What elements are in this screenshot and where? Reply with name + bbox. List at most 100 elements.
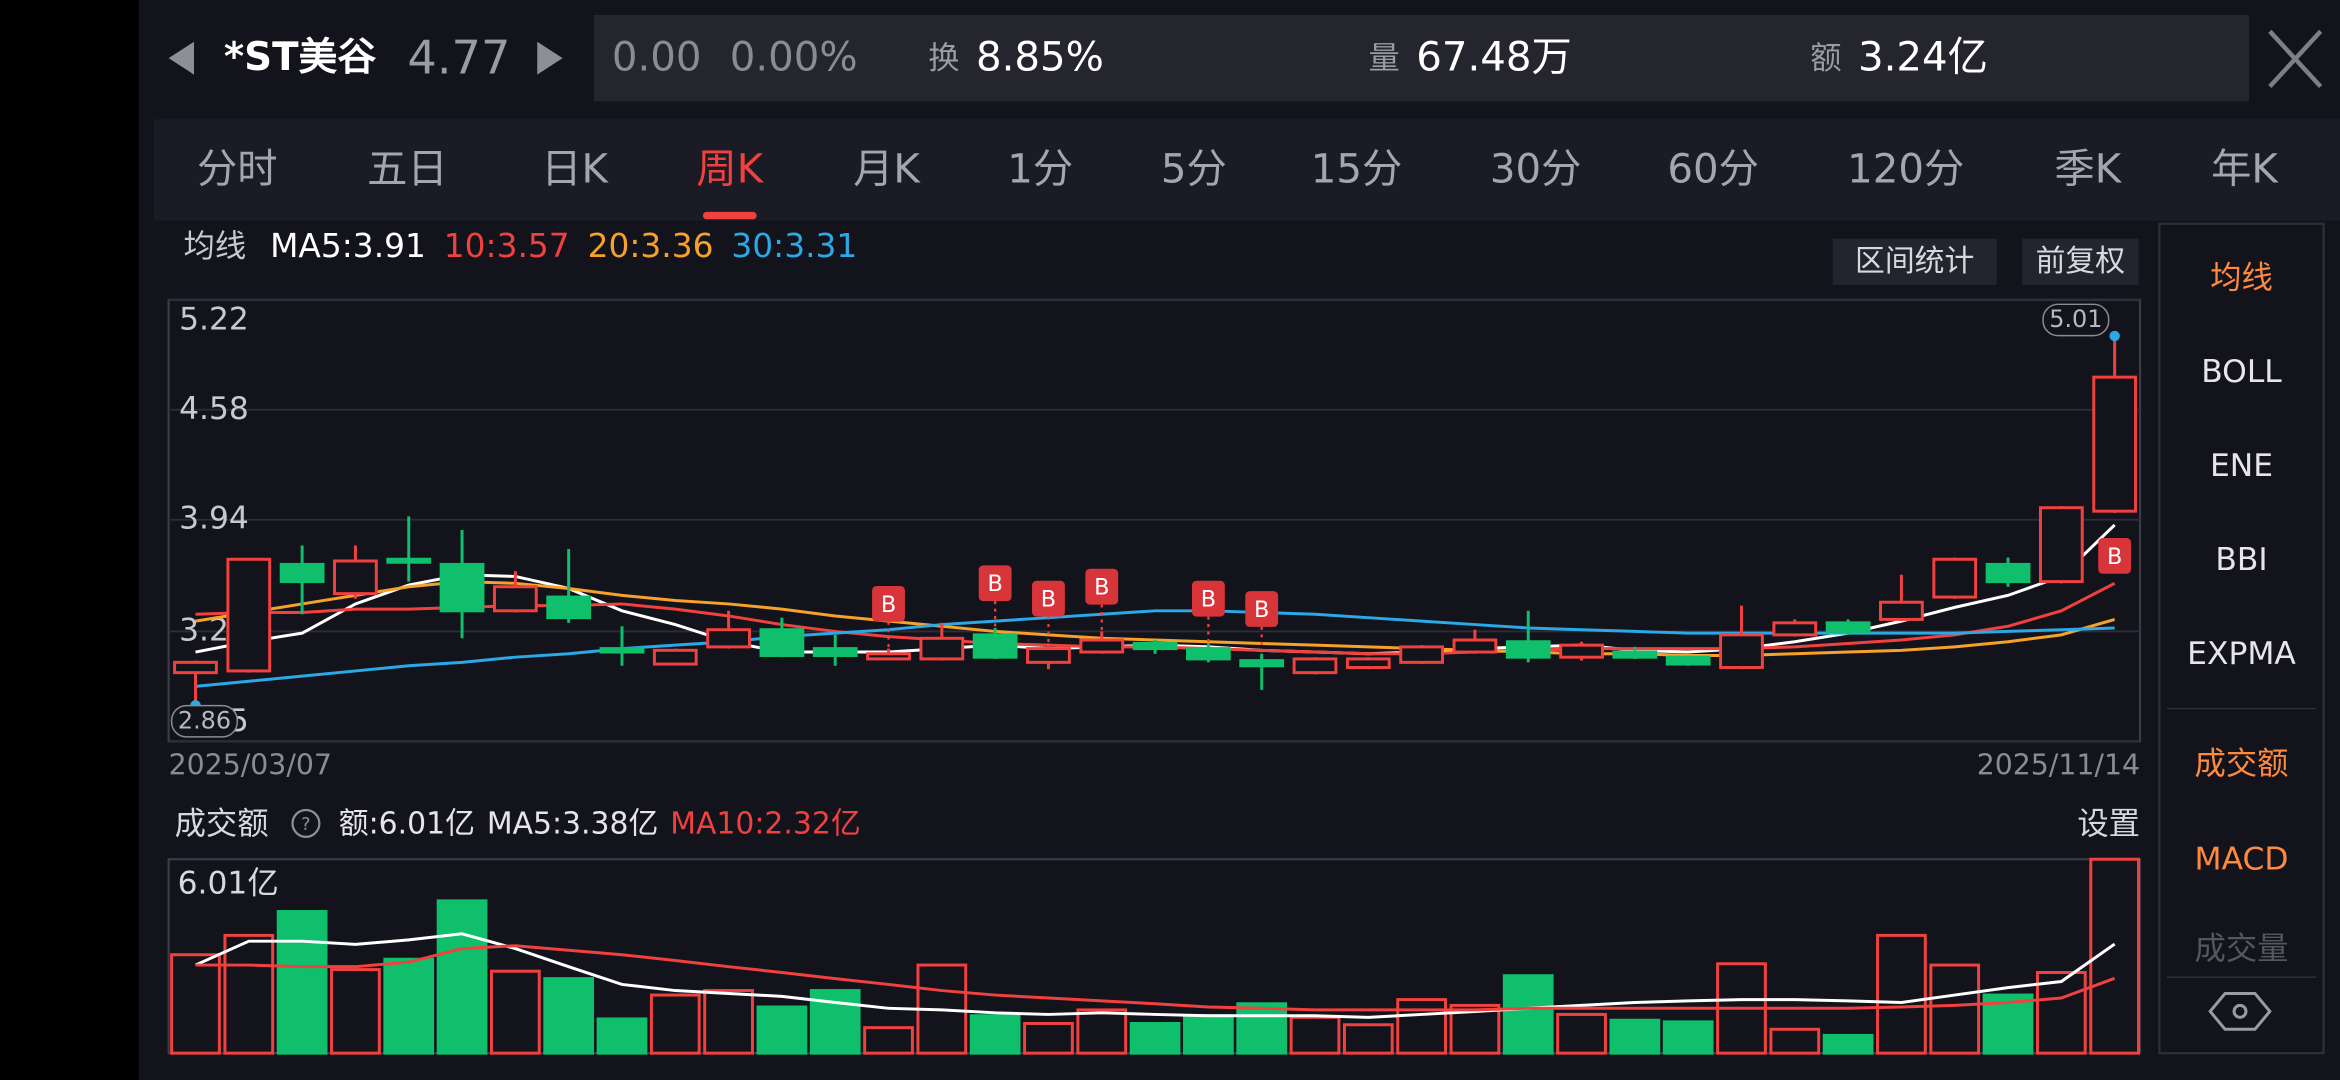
change: 0.00: [612, 35, 702, 81]
candle-body: [652, 648, 698, 666]
tab[interactable]: 1分: [1007, 147, 1073, 193]
tab[interactable]: 60分: [1667, 147, 1759, 193]
volume-bar: [543, 977, 595, 1055]
volume-bar: [1183, 1014, 1234, 1055]
volume-max-label: 6.01亿: [178, 866, 279, 902]
candle-body: [599, 647, 645, 654]
signal-label: B: [1094, 575, 1109, 601]
volume-bar: [1289, 1015, 1341, 1055]
volume-legend-item: MA10:2.32亿: [670, 806, 860, 841]
side-menu-item[interactable]: 均线: [2210, 260, 2273, 296]
ma-legend-item: MA5:3.91: [270, 227, 426, 265]
candle-body: [1559, 643, 1604, 659]
tab[interactable]: 分时: [197, 147, 278, 193]
signal-label: B: [1254, 597, 1269, 623]
settings-icon-dot: [2232, 1003, 2248, 1019]
volume-bar: [863, 1026, 914, 1055]
signal-label: B: [1041, 587, 1056, 613]
button[interactable]: 区间统计: [1855, 244, 1974, 279]
tab[interactable]: 30分: [1490, 147, 1582, 193]
tab-underline: [702, 211, 757, 220]
volume-bar: [170, 953, 221, 1055]
side-menu-item[interactable]: 成交量: [2194, 931, 2288, 967]
volume-bar: [969, 1014, 1021, 1055]
high-pill: [2042, 303, 2110, 337]
candle-body: [919, 636, 965, 661]
candle-body: [1399, 645, 1445, 664]
info-icon[interactable]: [291, 808, 321, 838]
candle-body: [173, 660, 218, 675]
volume-bar: [2035, 970, 2087, 1055]
button[interactable]: 前复权: [2036, 244, 2126, 279]
signal-badge: [872, 585, 905, 622]
volume-bar: [1023, 1021, 1074, 1055]
candle-body: [1985, 562, 2031, 584]
tab[interactable]: 15分: [1311, 147, 1403, 193]
volume-ma-line: [195, 944, 2116, 1012]
candle-body: [1186, 647, 1231, 661]
candle-body: [1612, 650, 1658, 659]
signal-label: B: [1201, 587, 1216, 613]
tab[interactable]: 年K: [2211, 147, 2279, 193]
volume-title: 成交额: [175, 806, 269, 842]
volume-bar: [703, 989, 754, 1055]
side-menu-item[interactable]: EXPMA: [2187, 636, 2296, 672]
tab[interactable]: 五日: [367, 147, 448, 193]
tab[interactable]: 120分: [1847, 147, 1964, 193]
signal-badge: [1085, 568, 1119, 605]
side-menu-item[interactable]: BBI: [2215, 542, 2267, 578]
close-button[interactable]: [2268, 29, 2323, 89]
candle-body: [2038, 506, 2084, 584]
side-menu-item[interactable]: MACD: [2195, 842, 2289, 878]
volume-bar: [1822, 1033, 1874, 1055]
ma-legend-item: 30:3.31: [731, 227, 857, 265]
tab[interactable]: 季K: [2054, 147, 2122, 193]
tab[interactable]: 周K: [696, 147, 764, 193]
side-menu-item[interactable]: 成交额: [2194, 746, 2288, 782]
ma-legend-item: 20:3.36: [588, 227, 714, 265]
tab[interactable]: 日K: [541, 147, 609, 193]
settings-icon[interactable]: [2208, 991, 2272, 1031]
volume-legend-item: 额:6.01亿: [339, 806, 475, 841]
tab-bar: [153, 119, 2340, 221]
volume-bar: [1556, 1012, 1607, 1055]
prev-stock[interactable]: [168, 41, 195, 75]
side-panel: [2158, 222, 2325, 1055]
signal-badge: [1191, 580, 1225, 617]
volume-bar: [1502, 974, 1554, 1055]
turnover-label: 换: [928, 41, 959, 77]
y-tick-label: 5.22: [179, 302, 249, 338]
next-stock[interactable]: [537, 41, 563, 75]
volume-bar: [1982, 993, 2034, 1055]
left-strip: [0, 0, 139, 1080]
volume-bar: [436, 899, 488, 1055]
tab[interactable]: 5分: [1161, 147, 1227, 193]
volume: 67.48万: [1416, 35, 1572, 81]
tab[interactable]: 月K: [853, 147, 921, 193]
volume-settings[interactable]: 设置: [2077, 806, 2140, 842]
stock-name: *ST美谷: [224, 35, 376, 80]
side-menu-item[interactable]: BOLL: [2201, 354, 2282, 390]
candle-body: [492, 585, 538, 613]
volume-bar: [1662, 1020, 1714, 1055]
amount-label: 额: [1810, 41, 1841, 77]
candle-body: [1132, 641, 1178, 651]
candle-body: [1719, 633, 1764, 669]
candle-body: [972, 633, 1018, 659]
candle-body: [812, 647, 858, 657]
turnover: 8.85%: [976, 35, 1104, 81]
info-box: [593, 14, 2249, 102]
volume-legend-item: MA5:3.38亿: [487, 806, 658, 841]
candle-body: [1239, 659, 1285, 668]
ma-legend-item: 10:3.57: [444, 227, 570, 265]
candle-body: [1505, 640, 1551, 659]
signal-badge: [1032, 580, 1065, 617]
volume-bar: [276, 910, 328, 1055]
candle-body: [386, 557, 432, 564]
candle-body: [1825, 621, 1871, 633]
side-menu-item[interactable]: ENE: [2210, 448, 2273, 484]
candle-body: [706, 628, 751, 649]
amount: 3.24亿: [1858, 35, 1988, 81]
